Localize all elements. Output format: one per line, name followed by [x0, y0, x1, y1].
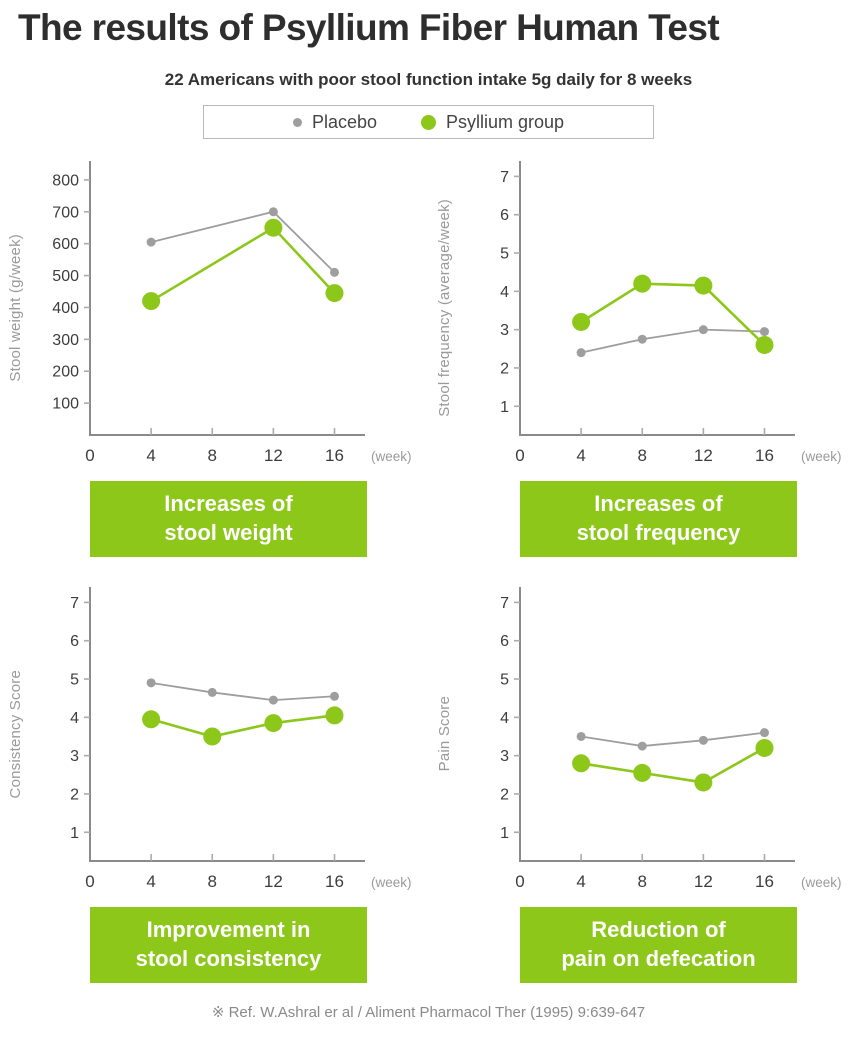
svg-text:1: 1	[500, 399, 509, 416]
svg-text:(week): (week)	[801, 875, 842, 890]
y-axis-title-pain: Pain Score	[436, 696, 454, 772]
svg-text:8: 8	[208, 872, 217, 891]
charts-grid: Stool weight (g/week) 100 200 300 400 500 600…	[0, 143, 857, 983]
svg-text:(week): (week)	[371, 875, 412, 890]
svg-text:7: 7	[500, 595, 509, 612]
banner-line: stool weight	[164, 520, 293, 545]
svg-text:4: 4	[500, 284, 509, 301]
svg-text:(week): (week)	[371, 449, 412, 464]
svg-text:4: 4	[500, 710, 509, 727]
subtitle: 22 Americans with poor stool function in…	[164, 70, 693, 89]
legend: Placebo Psyllium group	[203, 105, 654, 139]
panel-pain-score: Pain Score 1 2 3 4 5 6 7 0 4 8 12 16 (week) Reductio…	[430, 569, 857, 983]
panel-stool-weight: Stool weight (g/week) 100 200 300 400 500 600…	[0, 143, 430, 557]
svg-text:16: 16	[755, 872, 774, 891]
svg-text:6: 6	[500, 633, 509, 650]
y-axis-title-consistency: Consistency Score	[6, 669, 24, 799]
svg-text:16: 16	[325, 872, 344, 891]
svg-text:700: 700	[52, 204, 79, 221]
svg-text:0: 0	[515, 446, 524, 465]
legend-label-psyllium: Psyllium group	[446, 111, 565, 132]
banner-stool-frequency: Increases of stool frequency	[520, 481, 797, 557]
svg-text:4: 4	[576, 446, 585, 465]
banner-consistency: Improvement in stool consistency	[90, 907, 367, 983]
svg-text:1: 1	[70, 825, 79, 842]
svg-text:(week): (week)	[801, 449, 842, 464]
svg-text:2: 2	[70, 786, 79, 803]
svg-text:12: 12	[264, 872, 283, 891]
svg-text:300: 300	[52, 332, 79, 349]
svg-text:4: 4	[70, 710, 79, 727]
svg-text:4: 4	[576, 872, 585, 891]
svg-text:7: 7	[70, 595, 79, 612]
svg-text:3: 3	[500, 748, 509, 765]
svg-text:2: 2	[500, 360, 509, 377]
svg-text:5: 5	[500, 672, 509, 689]
svg-text:5: 5	[500, 246, 509, 263]
svg-text:100: 100	[52, 396, 79, 413]
banner-line: pain on defecation	[561, 946, 756, 971]
svg-text:600: 600	[52, 236, 79, 253]
reference-text: ※ Ref. W.Ashral er al / Aliment Pharmaco…	[211, 1004, 646, 1021]
banner-line: Increases of	[594, 491, 723, 517]
banner-pain: Reduction of pain on defecation	[520, 907, 797, 983]
stool-weight-line-chart: 100 200 300 400 500 600 700 800 0 4 8 12 16 (week)	[52, 161, 412, 465]
svg-text:0: 0	[85, 446, 94, 465]
svg-text:8: 8	[637, 446, 646, 465]
svg-text:6: 6	[500, 207, 509, 224]
legend-item-psyllium: Psyllium group	[421, 112, 564, 133]
y-axis-title-stool-weight: Stool weight (g/week)	[6, 234, 24, 382]
svg-text:200: 200	[52, 364, 79, 381]
svg-text:400: 400	[52, 300, 79, 317]
svg-text:0: 0	[85, 872, 94, 891]
svg-text:7: 7	[500, 169, 509, 186]
svg-text:0: 0	[515, 872, 524, 891]
svg-text:2: 2	[500, 786, 509, 803]
legend-label-placebo: Placebo	[311, 111, 377, 132]
banner-stool-weight: Increases of stool weight	[90, 481, 367, 557]
svg-text:800: 800	[52, 172, 79, 189]
svg-text:16: 16	[325, 446, 344, 465]
svg-text:3: 3	[70, 748, 79, 765]
infographic-page: The results of Psyllium Fiber Human Test…	[0, 7, 857, 1021]
banner-line: Improvement in	[146, 917, 311, 943]
svg-text:8: 8	[208, 446, 217, 465]
svg-text:12: 12	[694, 446, 713, 465]
y-axis-title-stool-frequency: Stool frequency (average/week)	[436, 199, 454, 417]
svg-text:12: 12	[264, 446, 283, 465]
svg-text:16: 16	[755, 446, 774, 465]
banner-line: Increases of	[164, 491, 293, 517]
svg-text:12: 12	[694, 872, 713, 891]
placebo-dot-icon	[292, 117, 302, 127]
svg-text:6: 6	[70, 633, 79, 650]
panel-consistency-score: Consistency Score 1 2 3 4 5 6 7 0 4 8 12 16 (week) I…	[0, 569, 430, 983]
svg-text:500: 500	[52, 268, 79, 285]
svg-text:4: 4	[146, 446, 155, 465]
page-title: The results of Psyllium Fiber Human Test	[18, 7, 720, 48]
psyllium-dot-icon	[421, 114, 436, 130]
svg-text:5: 5	[70, 672, 79, 689]
banner-line: stool consistency	[135, 946, 322, 971]
svg-text:4: 4	[146, 872, 155, 891]
banner-line: Reduction of	[591, 917, 726, 943]
svg-text:3: 3	[500, 322, 509, 339]
svg-text:1: 1	[500, 825, 509, 842]
legend-item-placebo: Placebo	[292, 111, 377, 133]
svg-text:8: 8	[637, 872, 646, 891]
banner-line: stool frequency	[576, 520, 741, 545]
